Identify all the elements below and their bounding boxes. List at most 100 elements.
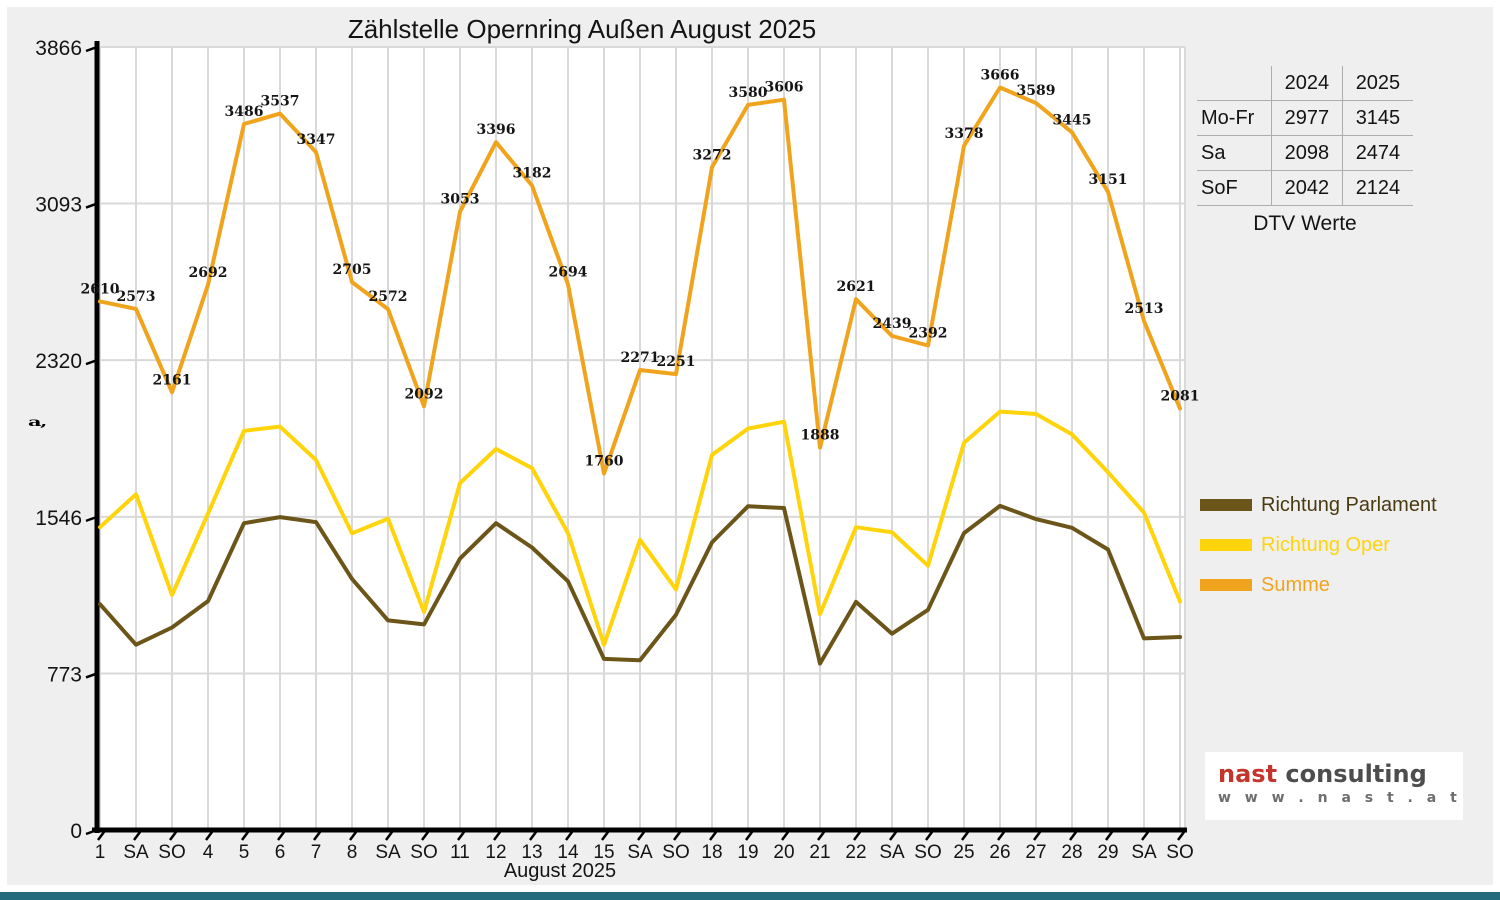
svg-text:3537: 3537 bbox=[261, 94, 300, 110]
svg-text:3272: 3272 bbox=[693, 147, 732, 163]
svg-text:2161: 2161 bbox=[153, 372, 192, 388]
legend-item-parlament: Richtung Parlament bbox=[1200, 492, 1437, 518]
svg-text:SO: SO bbox=[1166, 842, 1193, 863]
value-mo-fr-2025: 3145 bbox=[1341, 100, 1413, 136]
svg-text:2439: 2439 bbox=[873, 316, 912, 332]
svg-text:2705: 2705 bbox=[333, 262, 372, 278]
svg-text:1760: 1760 bbox=[585, 454, 624, 470]
svg-text:3093: 3093 bbox=[35, 194, 82, 217]
svg-text:2320: 2320 bbox=[35, 350, 82, 373]
svg-text:3580: 3580 bbox=[729, 85, 768, 101]
svg-text:SA: SA bbox=[123, 842, 149, 863]
table-header-blank bbox=[1197, 66, 1272, 101]
value-sof-2024: 2042 bbox=[1270, 170, 1343, 206]
svg-text:7: 7 bbox=[311, 842, 322, 863]
svg-text:2692: 2692 bbox=[189, 265, 228, 281]
legend-item-summe: Summe bbox=[1200, 572, 1437, 598]
dtv-table-panel: 2024 2025 Mo-Fr 2977 3145 Sa 2098 2474 S… bbox=[1197, 66, 1413, 236]
svg-text:1546: 1546 bbox=[35, 507, 82, 530]
svg-text:3486: 3486 bbox=[225, 104, 264, 120]
svg-text:3182: 3182 bbox=[513, 166, 552, 182]
svg-text:28: 28 bbox=[1061, 842, 1082, 863]
svg-text:SA: SA bbox=[1131, 842, 1157, 863]
chart-legend: Richtung Parlament Richtung Oper Summe bbox=[1200, 492, 1437, 612]
nast-consulting-logo: nast consulting w w w . n a s t . a t bbox=[1205, 752, 1463, 820]
svg-text:12: 12 bbox=[485, 842, 506, 863]
svg-text:2621: 2621 bbox=[837, 279, 876, 295]
svg-text:3866: 3866 bbox=[35, 37, 82, 60]
svg-text:6: 6 bbox=[275, 842, 286, 863]
svg-text:2081: 2081 bbox=[1161, 389, 1200, 405]
svg-text:3347: 3347 bbox=[297, 132, 336, 148]
svg-text:3666: 3666 bbox=[981, 68, 1020, 84]
value-sa-2024: 2098 bbox=[1270, 135, 1343, 171]
svg-text:SA: SA bbox=[375, 842, 401, 863]
svg-text:SO: SO bbox=[158, 842, 185, 863]
svg-text:25: 25 bbox=[953, 842, 974, 863]
svg-text:2610: 2610 bbox=[81, 281, 120, 297]
svg-text:11: 11 bbox=[450, 842, 470, 863]
svg-text:3053: 3053 bbox=[441, 192, 480, 208]
svg-text:13: 13 bbox=[521, 842, 542, 863]
page-title: Zählstelle Opernring Außen August 2025 bbox=[347, 14, 817, 44]
svg-text:14: 14 bbox=[557, 842, 579, 863]
svg-text:3396: 3396 bbox=[477, 122, 516, 138]
svg-text:29: 29 bbox=[1097, 842, 1118, 863]
svg-text:22: 22 bbox=[845, 842, 866, 863]
table-row: SoF 2042 2124 bbox=[1197, 170, 1413, 206]
svg-text:19: 19 bbox=[737, 842, 758, 863]
svg-text:3589: 3589 bbox=[1017, 83, 1056, 99]
logo-website: w w w . n a s t . a t bbox=[1218, 790, 1462, 806]
x-axis-title: August 2025 bbox=[503, 860, 617, 882]
svg-text:SO: SO bbox=[410, 842, 437, 863]
svg-text:2092: 2092 bbox=[405, 386, 444, 402]
table-header-row: 2024 2025 bbox=[1197, 66, 1413, 101]
svg-text:SO: SO bbox=[914, 842, 941, 863]
svg-text:27: 27 bbox=[1025, 842, 1046, 863]
svg-text:3445: 3445 bbox=[1053, 112, 1092, 128]
svg-text:1: 1 bbox=[95, 842, 106, 863]
svg-text:SO: SO bbox=[662, 842, 689, 863]
table-header-2025: 2025 bbox=[1341, 66, 1413, 101]
svg-text:2271: 2271 bbox=[621, 350, 660, 366]
row-label-sof: SoF bbox=[1197, 170, 1272, 206]
svg-text:2573: 2573 bbox=[117, 289, 156, 305]
value-sa-2025: 2474 bbox=[1341, 135, 1413, 171]
bottom-accent-bar bbox=[0, 892, 1500, 900]
table-caption: DTV Werte bbox=[1253, 212, 1357, 235]
legend-swatch-oper bbox=[1200, 539, 1252, 551]
table-row: Mo-Fr 2977 3145 bbox=[1197, 100, 1413, 136]
svg-text:1888: 1888 bbox=[801, 428, 840, 444]
value-mo-fr-2024: 2977 bbox=[1270, 100, 1343, 136]
page-border-top bbox=[0, 0, 1500, 7]
svg-text:2392: 2392 bbox=[909, 326, 948, 342]
legend-label: Richtung Oper bbox=[1261, 533, 1390, 556]
value-sof-2025: 2124 bbox=[1341, 170, 1413, 206]
svg-text:26: 26 bbox=[989, 842, 1010, 863]
y-axis-glyph: a, bbox=[28, 416, 47, 430]
row-label-sa: Sa bbox=[1197, 135, 1272, 171]
legend-item-oper: Richtung Oper bbox=[1200, 532, 1437, 558]
svg-text:2513: 2513 bbox=[1125, 301, 1164, 317]
svg-text:21: 21 bbox=[809, 842, 830, 863]
svg-text:18: 18 bbox=[701, 842, 722, 863]
logo-brand: nast consulting bbox=[1218, 760, 1463, 788]
legend-swatch-parlament bbox=[1200, 499, 1252, 511]
svg-text:3378: 3378 bbox=[945, 126, 984, 142]
legend-swatch-summe bbox=[1200, 579, 1252, 591]
svg-text:4: 4 bbox=[203, 842, 214, 863]
table-header-2024: 2024 bbox=[1270, 66, 1343, 101]
svg-text:5: 5 bbox=[239, 842, 250, 863]
svg-text:2572: 2572 bbox=[369, 289, 408, 305]
svg-text:15: 15 bbox=[593, 842, 614, 863]
svg-text:SA: SA bbox=[627, 842, 653, 863]
svg-text:20: 20 bbox=[773, 842, 794, 863]
table-row: Sa 2098 2474 bbox=[1197, 135, 1413, 171]
legend-label: Summe bbox=[1261, 573, 1330, 596]
svg-text:2251: 2251 bbox=[657, 354, 696, 370]
dtv-table: 2024 2025 Mo-Fr 2977 3145 Sa 2098 2474 S… bbox=[1197, 66, 1413, 206]
row-label-mo-fr: Mo-Fr bbox=[1197, 100, 1272, 136]
page-border-bottom bbox=[0, 885, 1500, 892]
svg-text:8: 8 bbox=[347, 842, 358, 863]
